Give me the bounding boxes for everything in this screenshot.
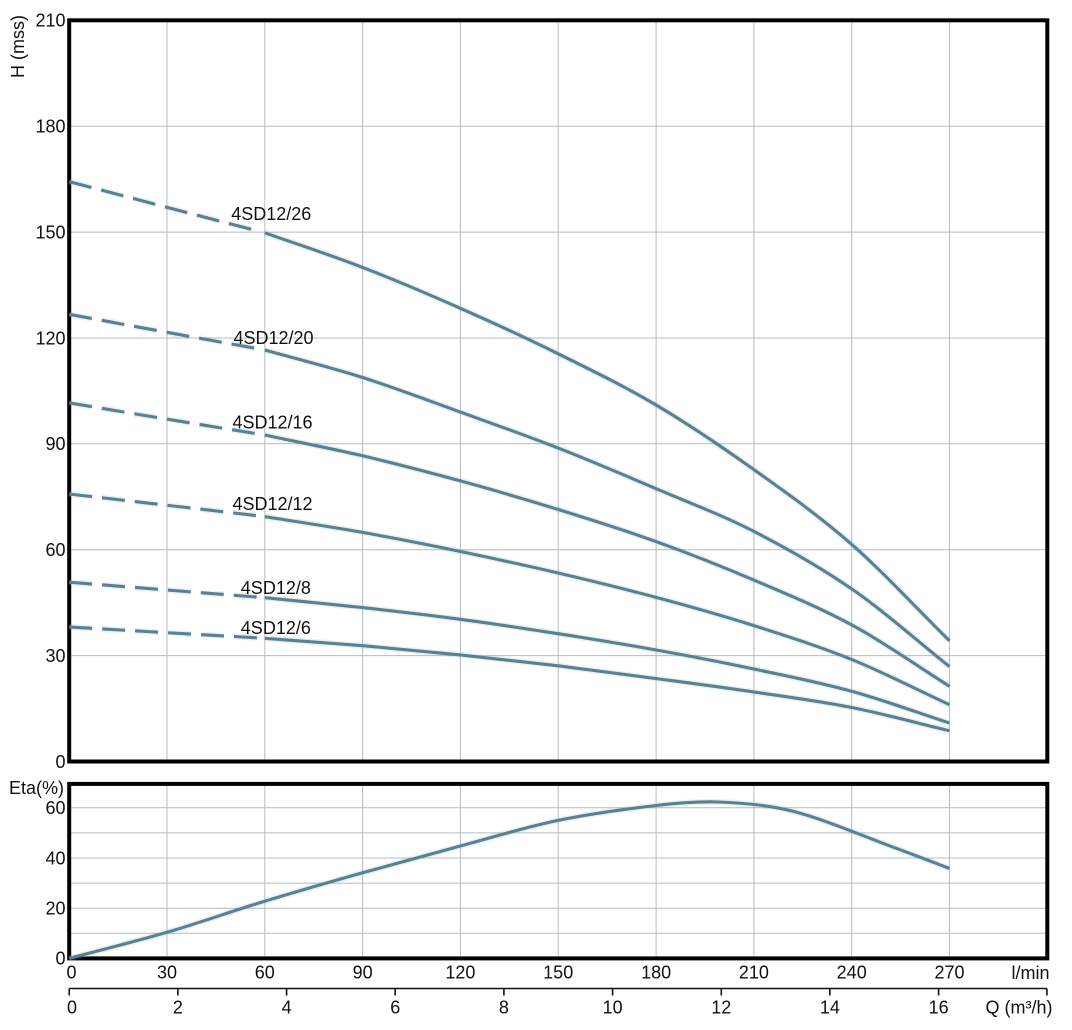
svg-text:90: 90 <box>45 434 65 454</box>
svg-text:0: 0 <box>66 962 76 982</box>
svg-text:240: 240 <box>837 962 867 982</box>
svg-text:120: 120 <box>445 962 475 982</box>
svg-text:4SD12/26: 4SD12/26 <box>231 204 311 224</box>
svg-text:4SD12/20: 4SD12/20 <box>234 328 314 348</box>
svg-text:14: 14 <box>820 997 840 1017</box>
svg-text:4SD12/6: 4SD12/6 <box>241 618 311 638</box>
svg-text:0: 0 <box>55 752 65 772</box>
svg-text:30: 30 <box>157 962 177 982</box>
svg-text:90: 90 <box>353 962 373 982</box>
svg-text:40: 40 <box>45 848 65 868</box>
svg-text:270: 270 <box>934 962 964 982</box>
svg-text:20: 20 <box>45 899 65 919</box>
svg-text:30: 30 <box>45 646 65 666</box>
svg-text:60: 60 <box>45 798 65 818</box>
svg-text:0: 0 <box>55 949 65 969</box>
svg-text:150: 150 <box>543 962 573 982</box>
svg-text:6: 6 <box>390 997 400 1017</box>
svg-text:120: 120 <box>35 328 65 348</box>
svg-text:H (mss): H (mss) <box>8 15 28 78</box>
svg-text:16: 16 <box>929 997 949 1017</box>
svg-text:4SD12/8: 4SD12/8 <box>241 578 311 598</box>
svg-text:60: 60 <box>255 962 275 982</box>
svg-text:4SD12/12: 4SD12/12 <box>233 494 313 514</box>
svg-text:150: 150 <box>35 222 65 242</box>
svg-text:Eta(%): Eta(%) <box>9 778 64 798</box>
svg-text:4: 4 <box>282 997 292 1017</box>
svg-text:2: 2 <box>173 997 183 1017</box>
svg-text:210: 210 <box>739 962 769 982</box>
svg-text:4SD12/16: 4SD12/16 <box>233 413 313 433</box>
svg-text:8: 8 <box>499 997 509 1017</box>
svg-text:Q (m³/h): Q (m³/h) <box>986 998 1053 1018</box>
svg-text:12: 12 <box>711 997 731 1017</box>
svg-text:l/min: l/min <box>1011 963 1049 983</box>
svg-text:0: 0 <box>67 997 77 1017</box>
svg-text:60: 60 <box>45 540 65 560</box>
svg-text:10: 10 <box>603 997 623 1017</box>
svg-text:210: 210 <box>35 11 65 31</box>
svg-text:180: 180 <box>35 117 65 137</box>
svg-text:180: 180 <box>641 962 671 982</box>
